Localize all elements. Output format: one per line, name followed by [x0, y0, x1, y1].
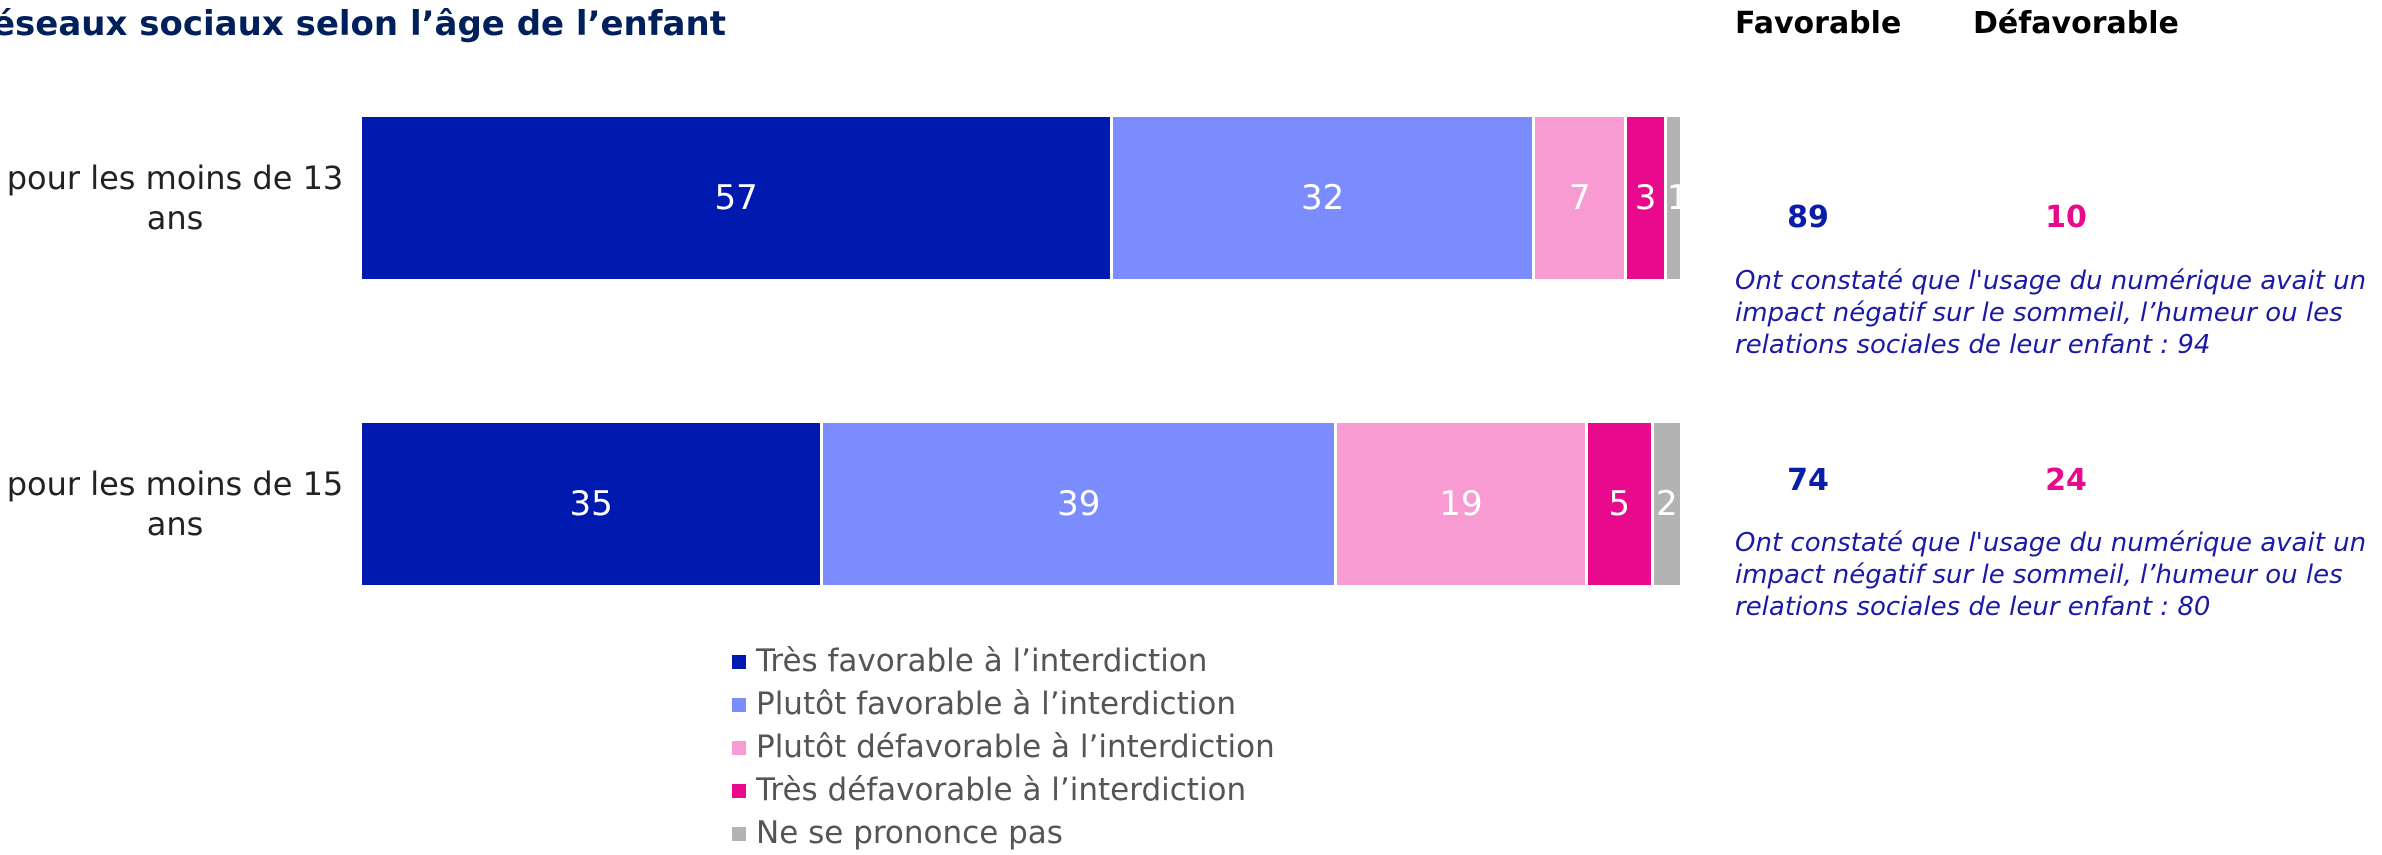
favorable-header: Favorable — [1735, 6, 1902, 41]
segment-ne-se-prononce-pas: 1 — [1666, 117, 1680, 279]
legend-swatch — [732, 826, 746, 841]
legend-item: Très défavorable à l’interdiction — [732, 769, 1275, 812]
segment-value-label: 39 — [1057, 484, 1101, 524]
impact-note-under-13: Ont constaté que l'usage du numérique av… — [1735, 266, 2367, 360]
legend-label: Très défavorable à l’interdiction — [756, 772, 1247, 808]
segment-plutot-defavorable: 19 — [1337, 423, 1588, 585]
legend-label: Plutôt favorable à l’interdiction — [756, 686, 1236, 722]
segment-value-label: 3 — [1634, 178, 1657, 218]
segment-tres-defavorable: 5 — [1587, 423, 1654, 585]
legend-swatch — [732, 654, 746, 669]
legend: Très favorable à l’interdiction Plutôt f… — [732, 640, 1275, 855]
defavorable-total-under-15: 24 — [2045, 463, 2087, 498]
defavorable-total-under-13: 10 — [2045, 200, 2087, 235]
segment-value-label: 57 — [714, 178, 758, 218]
legend-item: Plutôt favorable à l’interdiction — [732, 683, 1275, 726]
legend-swatch — [732, 783, 746, 798]
legend-item: Plutôt défavorable à l’interdiction — [732, 726, 1275, 769]
segment-value-label: 19 — [1439, 484, 1483, 524]
segment-value-label: 32 — [1300, 178, 1345, 218]
row-label-under-13: pour les moins de 13 ans — [6, 159, 344, 237]
favorable-total-under-13: 89 — [1787, 200, 1829, 235]
bar-under-15: 35 39 19 5 2 — [362, 423, 1680, 585]
row-label-under-15: pour les moins de 15 ans — [6, 465, 344, 543]
segment-value-label: 35 — [569, 484, 613, 524]
segment-tres-defavorable: 3 — [1627, 117, 1667, 279]
legend-item: Très favorable à l’interdiction — [732, 640, 1275, 683]
segment-plutot-favorable: 39 — [823, 423, 1338, 585]
chart-title: éseaux sociaux selon l’âge de l’enfant — [0, 4, 726, 44]
impact-note-under-15: Ont constaté que l'usage du numérique av… — [1735, 528, 2367, 622]
segment-value-label: 5 — [1608, 484, 1630, 524]
segment-value-label: 1 — [1666, 178, 1680, 218]
segment-tres-favorable: 57 — [362, 117, 1114, 279]
segment-plutot-favorable: 32 — [1113, 117, 1535, 279]
legend-swatch — [732, 740, 746, 755]
defavorable-header: Défavorable — [1973, 6, 2179, 41]
legend-swatch — [732, 697, 746, 712]
favorable-total-under-15: 74 — [1787, 463, 1829, 498]
segment-ne-se-prononce-pas: 2 — [1653, 423, 1680, 585]
segment-tres-favorable: 35 — [362, 423, 824, 585]
legend-label: Très favorable à l’interdiction — [756, 643, 1208, 679]
legend-item: Ne se prononce pas — [732, 812, 1275, 855]
legend-label: Plutôt défavorable à l’interdiction — [756, 729, 1275, 765]
legend-label: Ne se prononce pas — [756, 815, 1063, 851]
bar-under-13: 57 32 7 3 1 — [362, 117, 1680, 279]
segment-value-label: 2 — [1655, 484, 1678, 524]
segment-value-label: 7 — [1568, 178, 1591, 218]
segment-plutot-defavorable: 7 — [1535, 117, 1628, 279]
